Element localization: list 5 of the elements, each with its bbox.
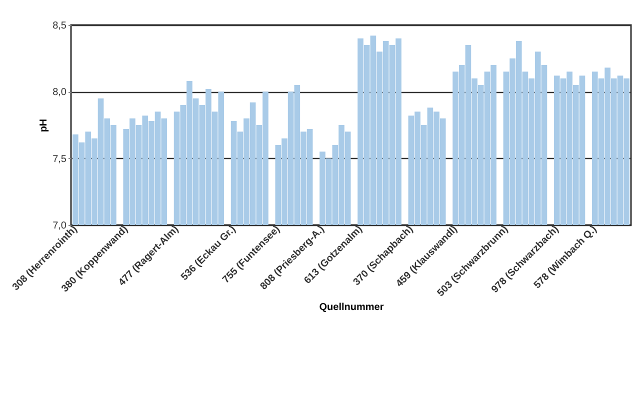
x-axis-title: Quellnummer	[319, 302, 384, 314]
y-tick-label: 7,5	[52, 154, 67, 165]
y-tick-label: 8,5	[52, 20, 67, 32]
y-tick-label: 8,0	[52, 87, 67, 98]
y-axis-title: pH	[38, 118, 50, 132]
